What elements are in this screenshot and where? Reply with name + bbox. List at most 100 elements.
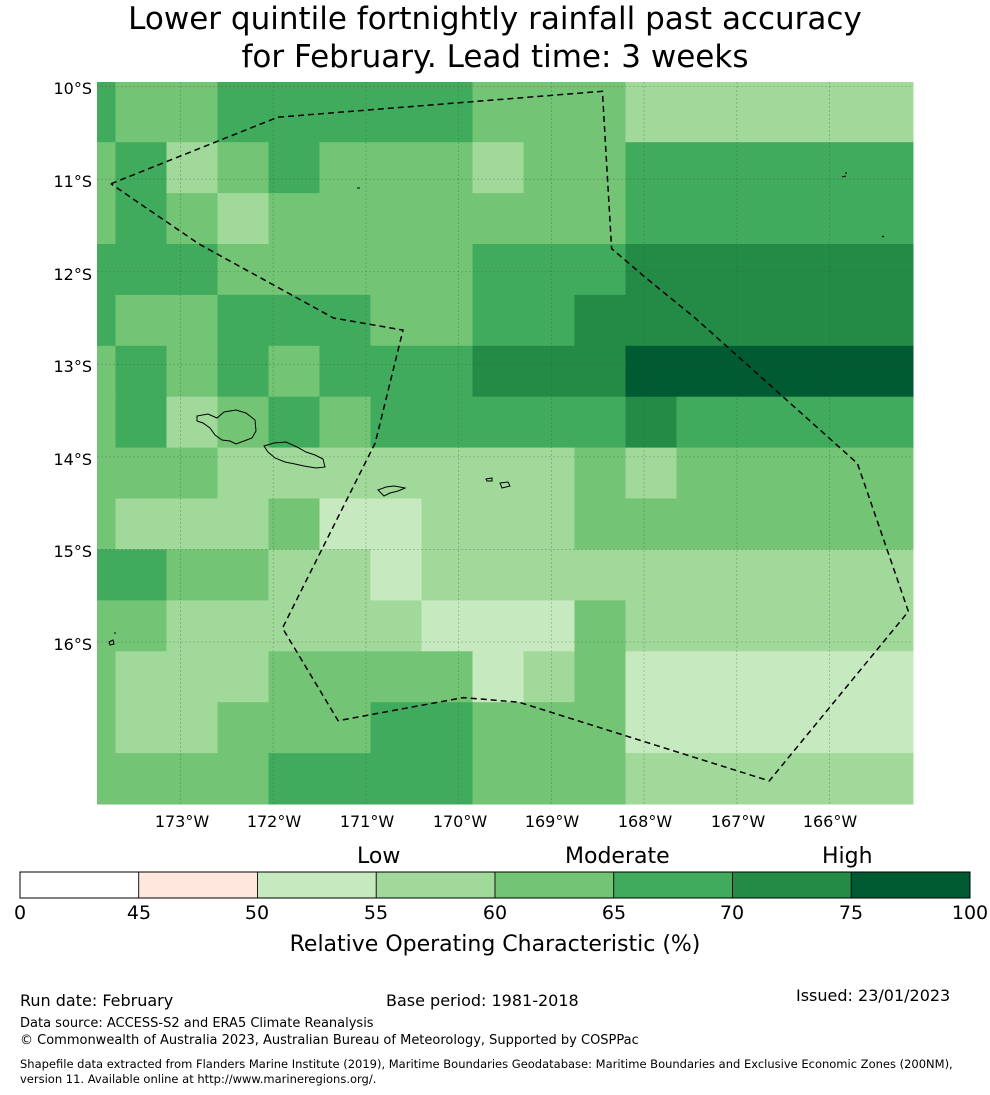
- grid-cell: [97, 193, 116, 245]
- grid-cell: [97, 396, 116, 449]
- grid-cell: [319, 753, 371, 805]
- grid-cell: [625, 549, 677, 601]
- grid-cell: [523, 600, 575, 652]
- grid-cell: [370, 91, 422, 143]
- grid-cell: [166, 549, 218, 601]
- grid-cell: [97, 345, 116, 398]
- grid-cell: [115, 244, 167, 296]
- tick-55: 55: [363, 902, 389, 924]
- grid-cell: [472, 244, 524, 296]
- grid-cell: [268, 244, 320, 296]
- category-moderate: Moderate: [565, 844, 670, 869]
- grid-cell: [625, 294, 677, 347]
- island-ofu: [485, 477, 493, 482]
- tick-50: 50: [244, 902, 270, 924]
- grid-cell: [421, 753, 473, 805]
- grid-cell: [472, 82, 524, 92]
- data-source: Data source: ACCESS-S2 and ERA5 Climate …: [20, 1016, 374, 1031]
- grid-cell: [217, 447, 269, 499]
- grid-cell: [115, 142, 167, 194]
- grid-cell: [421, 244, 473, 296]
- grid-cell: [574, 345, 626, 398]
- graticule: [97, 82, 913, 804]
- grid-cell: [370, 193, 422, 245]
- colorbar-segment: [732, 871, 852, 899]
- grid-cell: [97, 244, 116, 296]
- grid-cell: [115, 447, 167, 499]
- lat-label-10s: 10°S: [53, 79, 92, 98]
- land-outlines: [108, 172, 885, 646]
- grid-cell: [421, 651, 473, 703]
- grid-cell: [523, 244, 575, 296]
- grid-cell: [217, 142, 269, 194]
- grid-cell: [115, 702, 167, 754]
- island-tutuila: [377, 485, 407, 497]
- grid-cell: [574, 91, 626, 143]
- lat-label-11s: 11°S: [53, 172, 92, 191]
- grid-cell: [97, 651, 116, 703]
- grid-cell: [319, 549, 371, 601]
- grid-cell: [217, 294, 269, 347]
- run-date: Run date: February: [20, 991, 174, 1010]
- base-period: Base period: 1981-2018: [386, 991, 579, 1010]
- colorbar-segment: [850, 871, 971, 899]
- colorbar-segment: [19, 871, 140, 899]
- grid-cell: [676, 82, 914, 92]
- grid-cell: [421, 91, 473, 143]
- grid-cell: [166, 702, 218, 754]
- grid-cell: [268, 193, 320, 245]
- grid-cell: [115, 345, 167, 398]
- grid-cell: [217, 651, 269, 703]
- lon-label-171w: 171°W: [339, 812, 395, 831]
- grid-cell: [268, 345, 320, 398]
- grid-cell: [472, 702, 524, 754]
- island-north-east: [841, 172, 885, 238]
- grid-cell: [166, 600, 218, 652]
- grid-cell: [115, 549, 167, 601]
- grid-cell: [115, 600, 167, 652]
- grid-cell: [166, 82, 218, 92]
- chart-title: Lower quintile fortnightly rainfall past…: [0, 0, 990, 76]
- grid-cell: [319, 651, 371, 703]
- colorbar-frame: [19, 871, 971, 899]
- grid-cell: [115, 91, 167, 143]
- grid-cell: [115, 753, 167, 805]
- grid-cell: [523, 142, 575, 194]
- grid-cell: [370, 702, 422, 754]
- lat-label-12s: 12°S: [53, 265, 92, 284]
- grid-cell: [472, 396, 524, 449]
- grid-cell: [574, 193, 626, 245]
- grid-cell: [217, 193, 269, 245]
- grid-cell: [319, 91, 371, 143]
- grid-cell: [523, 193, 575, 245]
- shapefile-credit: Shapefile data extracted from Flanders M…: [20, 1057, 953, 1086]
- lon-label-168w: 168°W: [617, 812, 673, 831]
- colorbar-segment: [494, 871, 615, 899]
- grid-cell: [97, 447, 116, 499]
- grid-cell: [268, 549, 320, 601]
- tick-75: 75: [838, 902, 864, 924]
- lon-label-173w: 173°W: [154, 812, 210, 831]
- grid-cell: [217, 345, 269, 398]
- grid-cell: [166, 651, 218, 703]
- grid-cell: [268, 82, 320, 92]
- tick-45: 45: [126, 902, 152, 924]
- grid-cell: [115, 396, 167, 449]
- grid-cell: [97, 294, 116, 347]
- island-south-west: [108, 632, 116, 646]
- grid-cell: [97, 549, 116, 601]
- grid-cell: [523, 447, 575, 499]
- colorbar-segment: [613, 871, 733, 899]
- grid-cell: [574, 294, 626, 347]
- grid-cell: [268, 600, 320, 652]
- grid-cell: [370, 753, 422, 805]
- grid-cell: [523, 549, 575, 601]
- grid-cell: [319, 345, 371, 398]
- grid-cell: [523, 82, 575, 92]
- grid-cell: [676, 294, 914, 347]
- grid-cell: [472, 651, 524, 703]
- grid-cell: [676, 549, 914, 601]
- grid-cell: [421, 396, 473, 449]
- grid-cell: [574, 82, 626, 92]
- grid-cell: [472, 600, 524, 652]
